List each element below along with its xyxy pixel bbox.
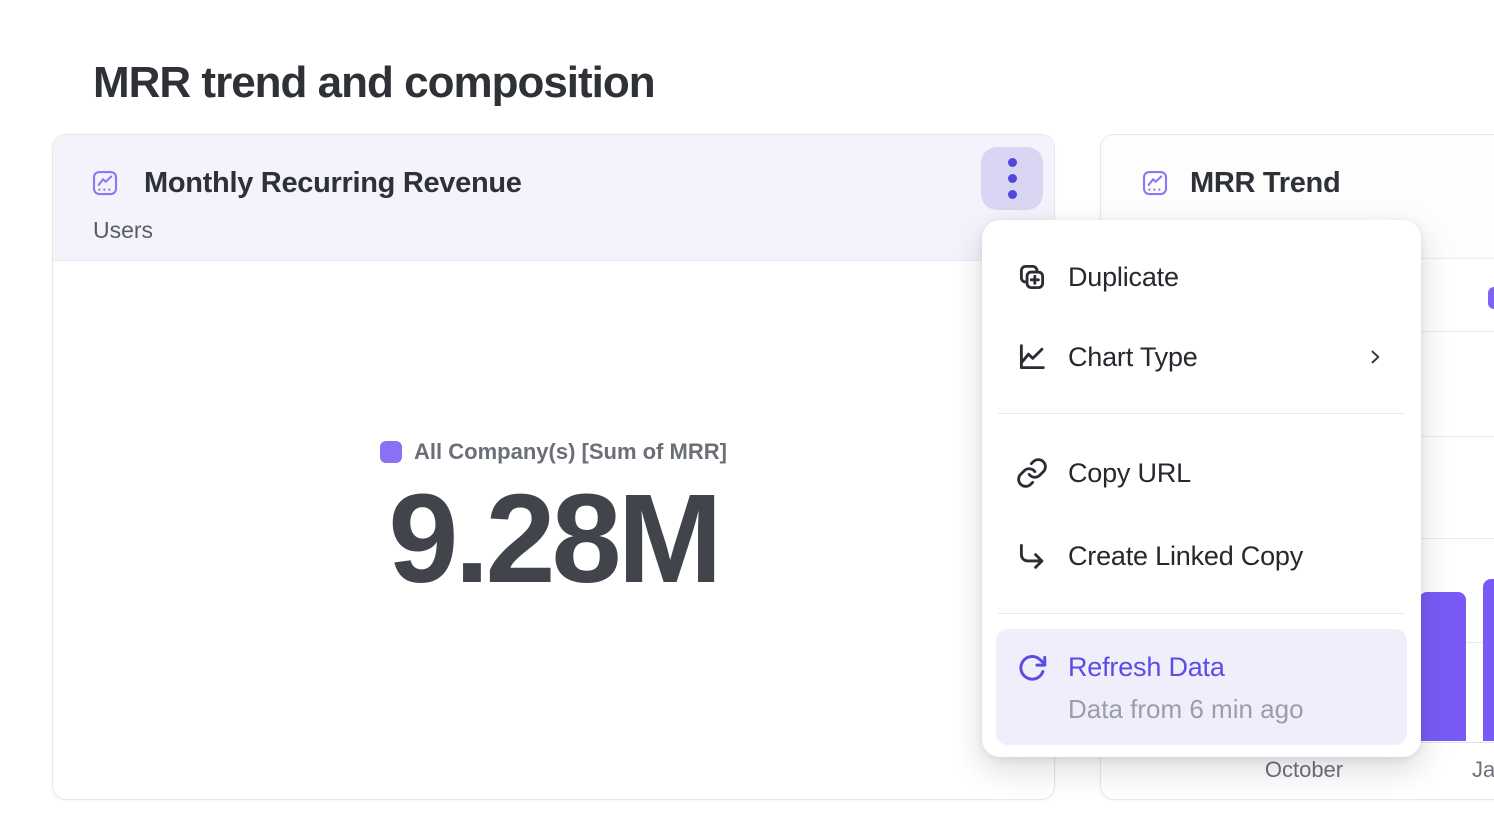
page-title: MRR trend and composition bbox=[93, 58, 656, 108]
legend-swatch-icon bbox=[1488, 287, 1494, 309]
legend-label: All Company(s) [Sum of MRR] bbox=[414, 439, 727, 464]
mrr-card: Monthly Recurring Revenue Users All Comp… bbox=[52, 134, 1055, 800]
menu-item-copy-url[interactable]: Copy URL bbox=[982, 444, 1421, 502]
kpi-legend: All Company(s) [Sum of MRR] bbox=[53, 439, 1054, 465]
trend-bars bbox=[1101, 135, 1494, 799]
bar-january bbox=[1483, 579, 1494, 741]
legend-swatch-icon bbox=[380, 441, 403, 463]
refresh-icon bbox=[1015, 651, 1049, 685]
menu-item-create-linked-copy[interactable]: Create Linked Copy bbox=[982, 527, 1421, 585]
card-options-button[interactable] bbox=[981, 147, 1043, 210]
menu-divider bbox=[998, 413, 1405, 414]
menu-item-chart-type[interactable]: Chart Type bbox=[982, 328, 1421, 386]
chart-widget-icon bbox=[90, 168, 120, 198]
x-tick-october: October bbox=[1264, 757, 1344, 782]
duplicate-icon bbox=[1015, 260, 1049, 294]
mrr-card-title: Monthly Recurring Revenue bbox=[144, 167, 522, 199]
chart-type-icon bbox=[1015, 340, 1049, 374]
mrr-card-header: Monthly Recurring Revenue Users bbox=[53, 135, 1054, 261]
refresh-label: Refresh Data bbox=[1068, 652, 1225, 682]
mrr-card-subtitle: Users bbox=[93, 217, 154, 243]
arrow-turn-right-icon bbox=[1015, 539, 1049, 573]
kebab-icon bbox=[1007, 158, 1017, 167]
chevron-right-icon bbox=[1365, 347, 1385, 367]
refresh-freshness-text: Data from 6 min ago bbox=[1068, 694, 1304, 724]
bar-december bbox=[1419, 592, 1466, 741]
context-menu: Duplicate Chart Type Copy URL bbox=[982, 220, 1421, 757]
menu-item-duplicate[interactable]: Duplicate bbox=[982, 248, 1421, 306]
menu-item-refresh-data[interactable]: Refresh Data Data from 6 min ago bbox=[996, 629, 1407, 745]
trend-card-title: MRR Trend bbox=[1190, 167, 1341, 199]
chart-widget-icon bbox=[1140, 168, 1170, 198]
x-tick-january: January bbox=[1472, 757, 1494, 782]
kpi-value: 9.28M bbox=[388, 468, 722, 609]
menu-divider bbox=[998, 613, 1405, 614]
link-icon bbox=[1015, 456, 1049, 490]
